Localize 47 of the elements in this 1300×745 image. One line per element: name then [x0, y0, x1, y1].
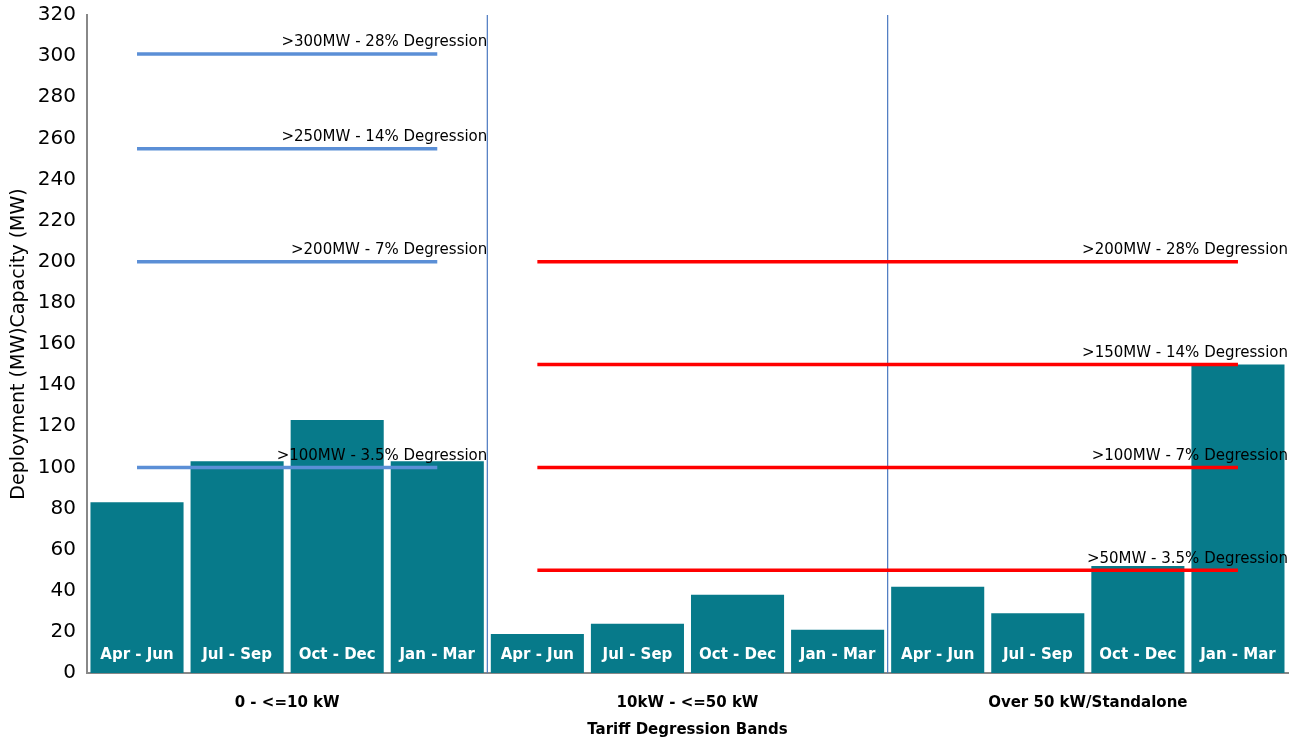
y-tick-label: 40 [50, 576, 76, 601]
bar [190, 461, 284, 673]
x-axis-title: Tariff Degression Bands [587, 719, 788, 738]
y-tick-label: 320 [37, 1, 76, 26]
y-tick-label: 280 [37, 83, 76, 108]
x-tick-label: Jul - Sep [201, 644, 273, 663]
x-tick-label: Apr - Jun [100, 644, 174, 663]
y-tick-label: 20 [50, 618, 76, 643]
series-label: >300MW - 28% Degression [281, 32, 488, 51]
bar [690, 594, 785, 673]
bar [1091, 566, 1185, 673]
bar [891, 586, 985, 673]
x-tick-label: Apr - Jun [500, 644, 575, 663]
y-tick-label: 120 [37, 412, 76, 437]
y-tick-label: 60 [50, 535, 76, 560]
x-tick-label: Jul - Sep [1001, 644, 1073, 663]
y-axis-title: Deployment (MW)Capacity (MW) [6, 188, 29, 500]
y-tick-label: 80 [50, 494, 76, 519]
text: 0 - <=10 kW [234, 692, 341, 711]
y-tick-label: 200 [37, 247, 76, 272]
x-tick-label: Jan - Mar [798, 644, 876, 663]
bar [590, 623, 684, 673]
x-tick-label: Oct - Dec [1099, 644, 1177, 663]
bar [90, 502, 184, 673]
text: Over 50 kW/Standalone [988, 692, 1188, 711]
y-tick-label: 220 [37, 206, 76, 231]
y-tick-label: 240 [37, 165, 76, 190]
x-tick-label: Oct - Dec [298, 644, 376, 663]
y-tick-label: 260 [37, 124, 76, 149]
y-tick-label: 300 [37, 42, 76, 67]
series-label: >250MW - 14% Degression [281, 127, 488, 146]
x-tick-label: Jan - Mar [398, 644, 476, 663]
bar [991, 613, 1085, 673]
y-tick-label: 0 [63, 659, 76, 684]
y-tick-label: 140 [37, 371, 76, 396]
y-tick-label: 160 [37, 330, 76, 355]
x-tick-label: Oct - Dec [699, 644, 777, 663]
x-tick-label: Apr - Jun [901, 644, 975, 663]
text: 10kW - <=50 kW [616, 692, 759, 711]
series-label: >200MW - 7% Degression [290, 240, 488, 259]
x-tick-label: Jan - Mar [1199, 644, 1277, 663]
series-label: >150MW - 14% Degression [1082, 342, 1288, 361]
series-label: >200MW - 28% Degression [1082, 240, 1288, 259]
bar [390, 461, 484, 673]
x-tick-label: Jul - Sep [601, 644, 673, 663]
y-tick-label: 180 [37, 289, 76, 314]
y-tick-label: 100 [37, 453, 76, 478]
